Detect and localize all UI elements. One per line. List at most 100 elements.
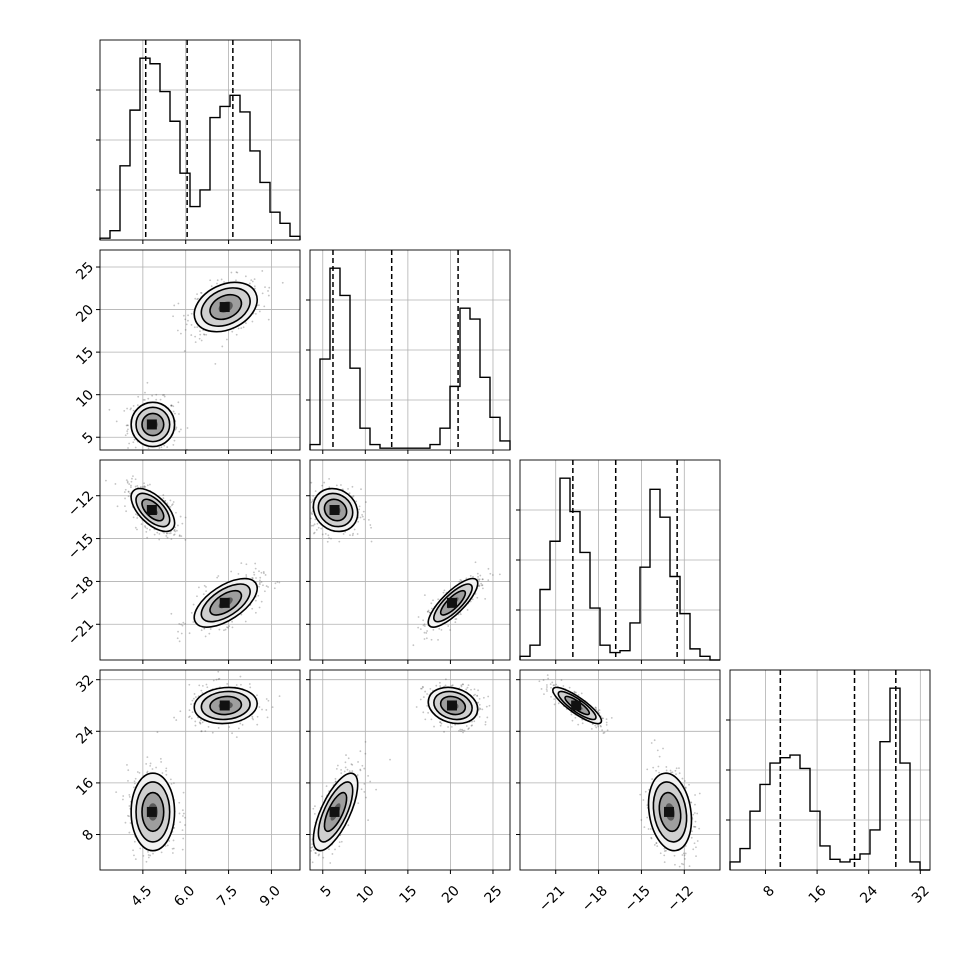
sample-point [206, 686, 209, 689]
sample-point [321, 795, 323, 798]
sample-point [191, 699, 194, 702]
x-tick-label: 9.0 [257, 883, 284, 910]
sample-point [240, 327, 243, 330]
sample-point [199, 722, 202, 725]
sample-point [317, 854, 320, 857]
sample-point [201, 721, 204, 724]
sample-point [142, 398, 145, 401]
sample-point [484, 723, 487, 726]
sample-point [605, 718, 608, 721]
sample-point [359, 768, 362, 771]
sample-point [124, 434, 127, 437]
sample-point [176, 637, 179, 640]
sample-point [210, 285, 213, 288]
sample-point [427, 609, 430, 612]
sample-point [139, 450, 141, 452]
sample-point [258, 606, 261, 609]
x-tick-label: 32 [909, 883, 933, 907]
sample-point [177, 401, 180, 404]
sample-point [148, 528, 151, 531]
sample-point [184, 816, 186, 819]
panel-frame [99, 459, 301, 661]
sample-point [184, 516, 187, 519]
sample-point [417, 616, 420, 618]
sample-point [599, 724, 602, 727]
sample-point [190, 324, 193, 326]
sample-point [313, 523, 316, 526]
sample-point [357, 802, 360, 804]
sample-point [216, 576, 219, 579]
sample-point [145, 763, 148, 765]
sample-point [127, 428, 129, 431]
sample-point [344, 531, 347, 533]
sample-point [129, 492, 132, 495]
sample-point [305, 500, 307, 502]
sample-point [251, 320, 254, 323]
sample-point [165, 767, 168, 770]
sample-point [351, 485, 354, 488]
sample-point [149, 765, 152, 767]
sample-point [236, 271, 239, 274]
sample-point [126, 481, 129, 484]
sample-point [181, 522, 184, 525]
sample-point [126, 432, 129, 435]
sample-point [340, 484, 342, 486]
sample-point [257, 594, 260, 597]
sample-point [369, 780, 372, 783]
sample-point [426, 693, 429, 695]
sample-point [174, 530, 177, 533]
sample-point [147, 457, 149, 459]
sample-point [240, 562, 243, 565]
sample-point [678, 772, 681, 775]
sample-point [311, 843, 314, 846]
sample-point [292, 477, 294, 479]
sample-point [359, 516, 362, 519]
sample-point [176, 529, 178, 532]
sample-point [665, 766, 668, 768]
density-layer [115, 670, 281, 863]
sample-point [254, 562, 257, 565]
sample-point [481, 578, 484, 581]
sample-point [173, 782, 175, 785]
sample-point [305, 840, 307, 842]
density-layer [305, 678, 491, 864]
sample-point [540, 688, 543, 690]
sample-point [235, 271, 238, 274]
sample-point [143, 486, 146, 489]
sample-point [465, 725, 468, 727]
sample-point [251, 715, 254, 718]
sample-point [204, 635, 207, 638]
sample-point [363, 518, 365, 521]
sample-point [574, 716, 577, 719]
sample-point [146, 770, 149, 773]
sample-point [327, 534, 330, 537]
sample-point [245, 563, 248, 566]
sample-point [480, 582, 483, 585]
sample-point [253, 278, 256, 281]
sample-point [211, 731, 214, 734]
sample-point [165, 769, 167, 772]
sample-point [693, 842, 696, 845]
sample-point [133, 438, 136, 441]
sample-point [437, 598, 440, 601]
sample-point [351, 763, 354, 766]
sample-point [482, 696, 485, 699]
sample-point [166, 844, 169, 847]
sample-point [482, 587, 484, 590]
sample-point [124, 497, 126, 500]
sample-point [438, 681, 441, 684]
sample-point [318, 853, 321, 856]
sample-point [147, 856, 150, 859]
sample-point [131, 477, 133, 480]
sample-point [665, 849, 667, 852]
sample-point [683, 858, 686, 860]
sample-point [245, 576, 248, 578]
sample-point [478, 585, 481, 588]
sample-point [126, 424, 129, 427]
sample-point [440, 722, 443, 725]
scatter-panel-3-1: 5 10 15 20 25 [305, 669, 511, 907]
sample-point [610, 716, 613, 719]
x-tick-label: 15 [396, 883, 420, 907]
sample-point [580, 692, 583, 695]
